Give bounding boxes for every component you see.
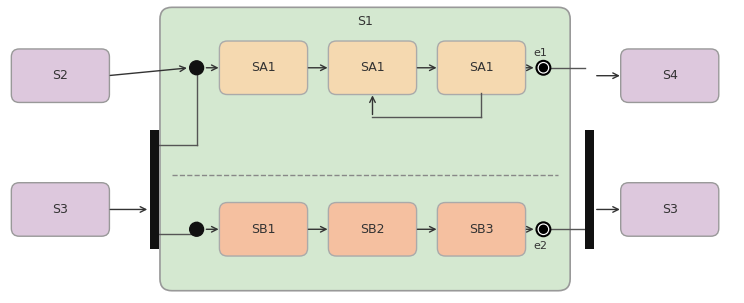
FancyBboxPatch shape [620, 183, 719, 236]
Text: S3: S3 [662, 203, 678, 216]
Circle shape [539, 225, 548, 233]
Circle shape [536, 222, 551, 236]
FancyBboxPatch shape [620, 49, 719, 102]
Bar [585, 130, 594, 249]
Circle shape [190, 222, 204, 236]
FancyBboxPatch shape [11, 183, 109, 236]
FancyBboxPatch shape [11, 49, 109, 102]
FancyBboxPatch shape [160, 7, 570, 291]
Circle shape [190, 61, 204, 75]
FancyBboxPatch shape [328, 41, 417, 95]
FancyBboxPatch shape [328, 202, 417, 256]
Text: e1: e1 [533, 48, 548, 58]
FancyBboxPatch shape [437, 202, 525, 256]
Text: S3: S3 [52, 203, 68, 216]
Text: e2: e2 [533, 241, 548, 251]
Bar [150, 130, 159, 249]
Text: SA1: SA1 [251, 61, 276, 74]
Text: SB3: SB3 [469, 223, 494, 236]
Text: S4: S4 [662, 69, 678, 82]
FancyBboxPatch shape [219, 41, 307, 95]
Text: SA1: SA1 [360, 61, 385, 74]
Text: S1: S1 [357, 15, 373, 28]
Text: S2: S2 [52, 69, 68, 82]
FancyBboxPatch shape [219, 202, 307, 256]
Text: SB1: SB1 [251, 223, 276, 236]
Circle shape [539, 64, 548, 72]
FancyBboxPatch shape [437, 41, 525, 95]
Text: SB2: SB2 [360, 223, 385, 236]
Text: SA1: SA1 [469, 61, 494, 74]
Circle shape [536, 61, 551, 75]
